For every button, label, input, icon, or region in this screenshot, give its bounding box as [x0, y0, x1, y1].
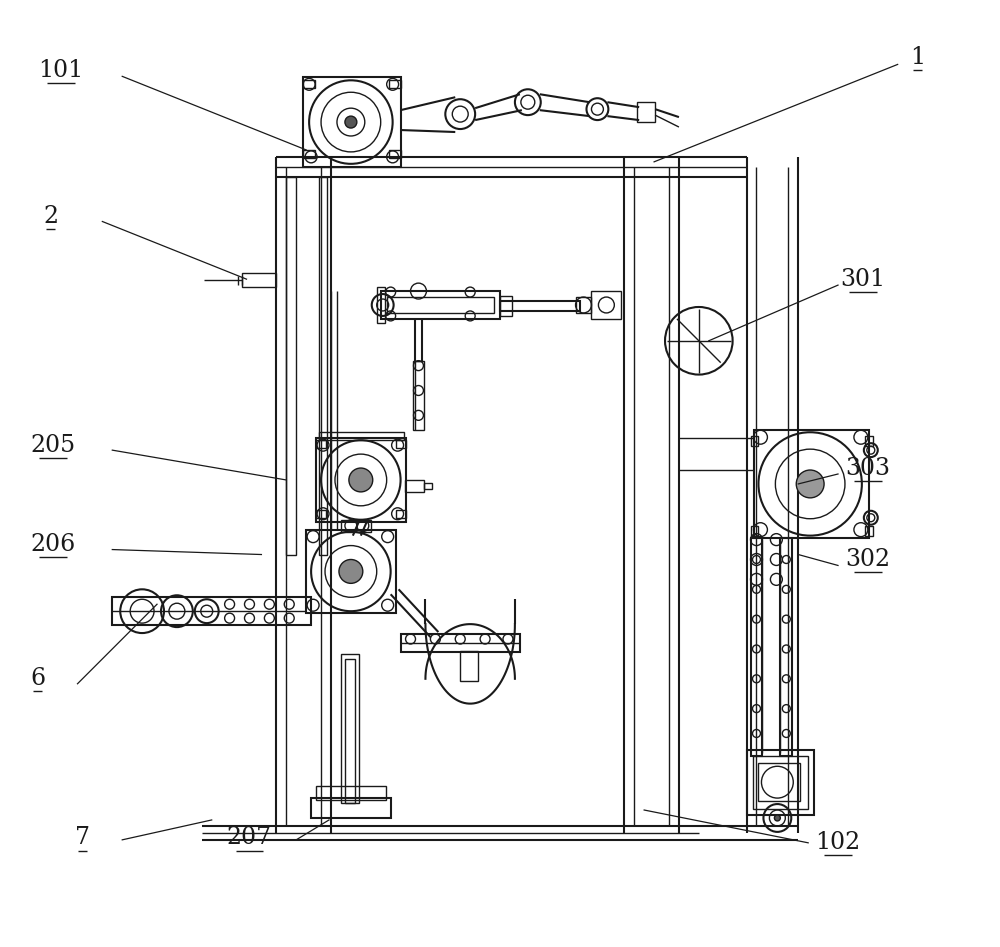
Bar	[389, 80, 401, 88]
Bar	[747, 750, 814, 815]
Bar	[405, 480, 424, 491]
Bar	[751, 437, 758, 446]
Circle shape	[796, 470, 824, 498]
Bar	[780, 538, 792, 757]
Text: 101: 101	[38, 59, 83, 81]
Bar	[460, 651, 478, 681]
Bar	[286, 177, 296, 555]
Bar	[637, 102, 655, 122]
Bar	[377, 287, 385, 323]
Bar	[316, 438, 406, 522]
Bar	[413, 361, 424, 430]
Bar	[500, 301, 580, 311]
Bar	[751, 526, 758, 536]
Bar	[316, 509, 326, 518]
Bar	[754, 430, 869, 538]
Circle shape	[339, 560, 363, 583]
Bar	[576, 297, 591, 313]
Bar	[242, 273, 276, 287]
Bar	[751, 538, 762, 757]
Bar	[381, 291, 500, 319]
Bar	[316, 786, 386, 800]
Text: 303: 303	[845, 456, 890, 479]
Bar	[341, 654, 359, 803]
Bar	[303, 80, 315, 88]
Bar	[316, 440, 326, 448]
Text: 301: 301	[840, 268, 885, 291]
Bar	[112, 598, 311, 625]
Bar	[500, 296, 512, 316]
Text: 207: 207	[227, 827, 272, 849]
Bar	[424, 483, 432, 489]
Circle shape	[345, 116, 357, 128]
Circle shape	[349, 468, 373, 491]
Bar	[345, 659, 355, 803]
Bar	[758, 763, 800, 801]
Bar	[389, 150, 401, 158]
Bar	[303, 78, 401, 167]
Text: 1: 1	[910, 46, 925, 69]
Text: 205: 205	[30, 434, 75, 456]
Bar	[753, 757, 808, 809]
Bar	[396, 440, 406, 448]
Bar	[303, 150, 315, 158]
Bar	[306, 529, 396, 613]
Text: 2: 2	[43, 205, 58, 228]
Text: 302: 302	[845, 548, 890, 571]
Text: 7: 7	[75, 827, 90, 849]
Bar	[865, 526, 873, 536]
Text: 102: 102	[815, 831, 861, 854]
Bar	[865, 437, 873, 446]
Bar	[387, 297, 494, 313]
Bar	[591, 291, 621, 319]
Circle shape	[774, 815, 780, 821]
Bar	[341, 520, 371, 531]
Bar	[401, 634, 520, 652]
Bar	[319, 432, 404, 440]
Bar	[319, 177, 327, 555]
Text: 206: 206	[30, 533, 75, 556]
Text: 6: 6	[30, 668, 45, 690]
Bar	[396, 509, 406, 518]
Bar	[311, 798, 391, 818]
